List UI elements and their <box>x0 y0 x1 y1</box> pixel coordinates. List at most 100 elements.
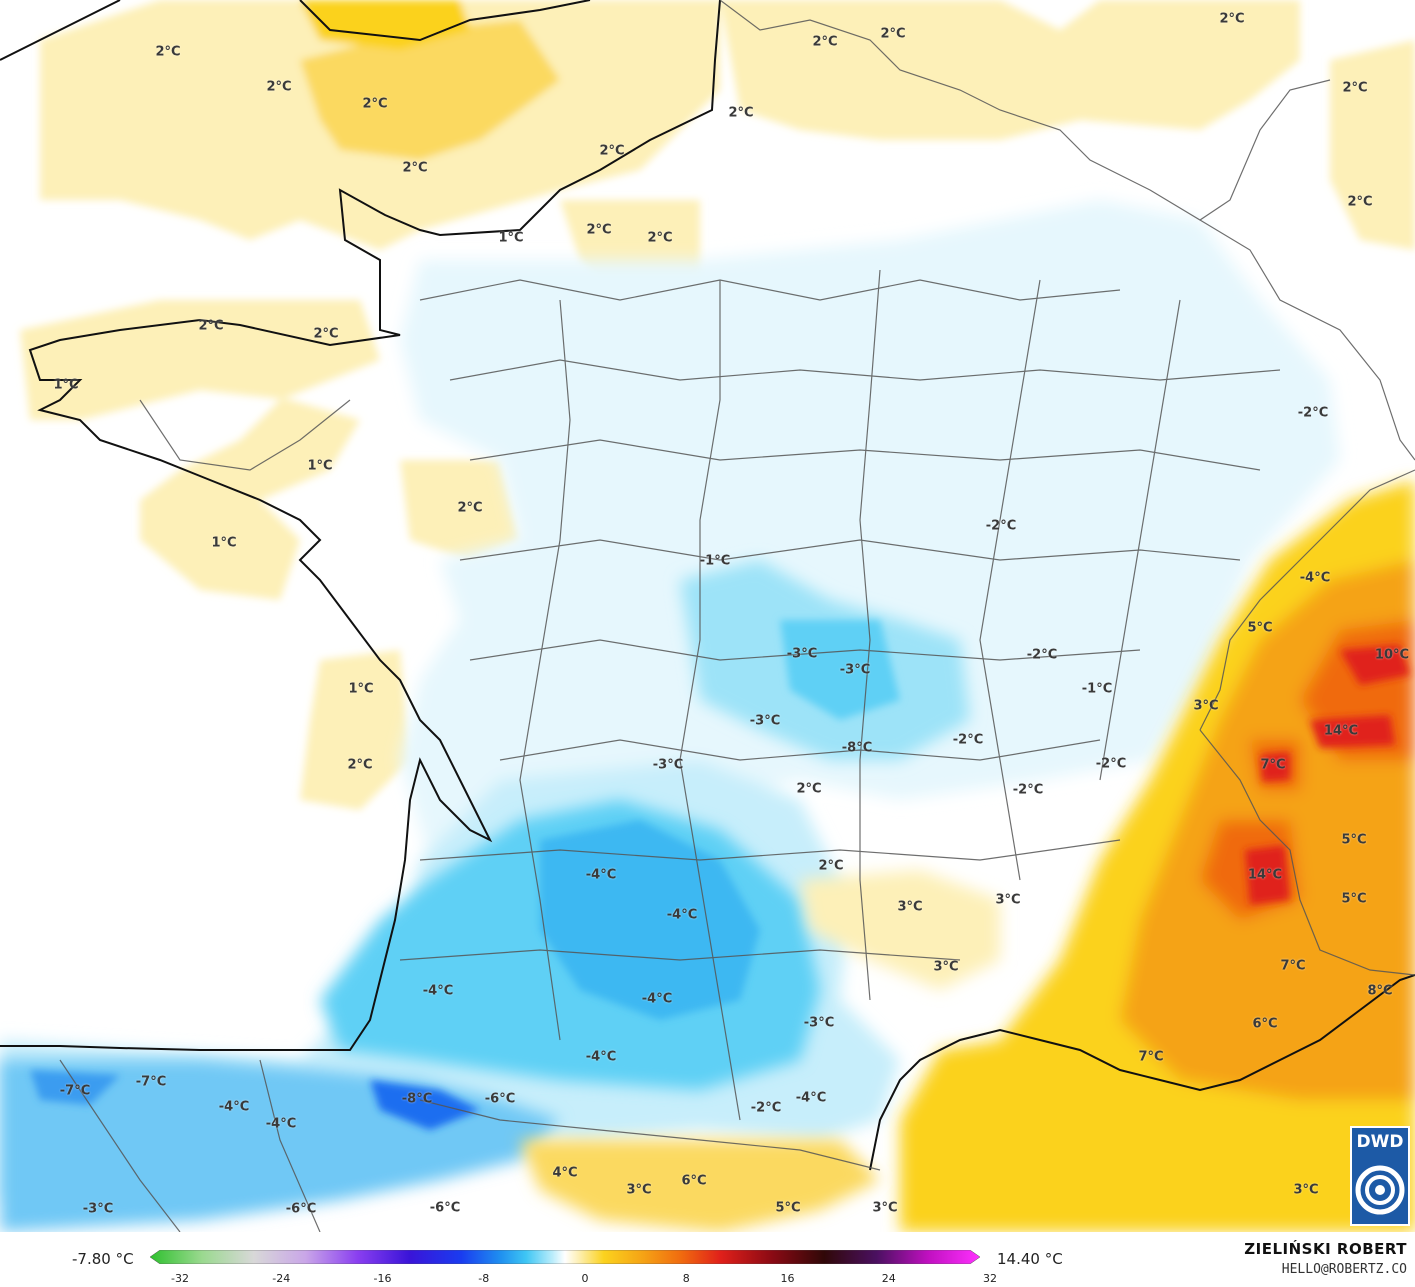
temperature-label: 7°C <box>1260 757 1286 773</box>
temperature-label: 7°C <box>1280 958 1306 974</box>
coastline <box>0 0 1415 1171</box>
temperature-label: 3°C <box>1293 1182 1319 1198</box>
temperature-label: 5°C <box>1341 832 1367 848</box>
colorbar-tick-label: 8 <box>682 1272 690 1285</box>
borders <box>59 0 1415 1232</box>
temperature-label: -3°C <box>652 757 684 773</box>
temperature-label: -2°C <box>1026 647 1058 663</box>
temperature-label: -1°C <box>1081 681 1113 697</box>
temperature-label: 2°C <box>647 230 673 246</box>
temperature-label: -2°C <box>1297 405 1329 421</box>
temperature-label: 2°C <box>266 79 292 95</box>
temperature-field <box>0 0 1415 1232</box>
temperature-label: 2°C <box>812 34 838 50</box>
dwd-logo-text: DWD <box>1356 1132 1404 1152</box>
temperature-label: 3°C <box>626 1182 652 1198</box>
temperature-label: -3°C <box>749 713 781 729</box>
legend-max-value: 14.40 °C <box>997 1250 1063 1268</box>
temperature-label: 1°C <box>348 681 374 697</box>
temperature-label: 1°C <box>53 377 79 393</box>
temperature-label: 14°C <box>1247 867 1283 883</box>
temperature-label: 8°C <box>1367 983 1393 999</box>
author-email: HELLO@ROBERTZ.CO <box>1281 1262 1407 1277</box>
temperature-label: 2°C <box>599 143 625 159</box>
colorbar-tick-label: 32 <box>983 1272 997 1285</box>
legend-footer: -7.80 °C -32 -24 -16 -8 0 8 16 24 32 14.40 °C ZI… <box>0 1232 1415 1287</box>
temperature-label: -7°C <box>59 1083 91 1099</box>
temperature-label: 5°C <box>1341 891 1367 907</box>
temperature-label: 1°C <box>211 535 237 551</box>
temperature-label: 3°C <box>995 892 1021 908</box>
temperature-label: -6°C <box>429 1200 461 1216</box>
temperature-label: 5°C <box>775 1200 801 1216</box>
temperature-label: -4°C <box>585 1049 617 1065</box>
temperature-label: 4°C <box>552 1165 578 1181</box>
temperature-label: -6°C <box>285 1201 317 1217</box>
temperature-label: 2°C <box>198 318 224 334</box>
dwd-logo: DWD <box>1350 1126 1410 1226</box>
temperature-label: 2°C <box>818 858 844 874</box>
temperature-label: -4°C <box>641 991 673 1007</box>
colorbar-tick-label: 0 <box>581 1272 589 1285</box>
author-name: ZIELIŃSKI ROBERT <box>1244 1240 1407 1258</box>
temperature-label: 2°C <box>1342 80 1368 96</box>
temperature-label: 2°C <box>402 160 428 176</box>
temperature-label: -3°C <box>82 1201 114 1217</box>
colorbar-tick-label: 24 <box>881 1272 896 1285</box>
temperature-label: -4°C <box>1299 570 1331 586</box>
temperature-label: -3°C <box>786 646 818 662</box>
temperature-label: 1°C <box>498 230 524 246</box>
temperature-label: -4°C <box>666 907 698 923</box>
temperature-label: 2°C <box>1347 194 1373 210</box>
temperature-label: -2°C <box>952 732 984 748</box>
temperature-label: 14°C <box>1323 723 1359 739</box>
temperature-label: 3°C <box>1193 698 1219 714</box>
temperature-label: -4°C <box>585 867 617 883</box>
colorbar-tick-label: -24 <box>272 1272 291 1285</box>
temperature-label: 3°C <box>872 1200 898 1216</box>
temperature-label: -2°C <box>985 518 1017 534</box>
temperature-label: 2°C <box>155 44 181 60</box>
temperature-label: 5°C <box>1247 620 1273 636</box>
colorbar-tick-label: -16 <box>373 1272 392 1285</box>
temperature-map: 2°C 2°C 2°C 2°C 2°C 2°C 2°C 2°C 2°C 2°C 2°C 1°C 2°C 2… <box>0 0 1415 1232</box>
temperature-label: -2°C <box>750 1100 782 1116</box>
temperature-label: 2°C <box>313 326 339 342</box>
temperature-label: 10°C <box>1374 647 1410 663</box>
temperature-label: 2°C <box>362 96 388 112</box>
temperature-label: -4°C <box>218 1099 250 1115</box>
temperature-label: -3°C <box>803 1015 835 1031</box>
colorbar-tick-label: -8 <box>478 1272 490 1285</box>
temperature-label: 2°C <box>347 757 373 773</box>
colorbar <box>150 1250 980 1264</box>
warm-zone-southeast <box>520 480 1415 1232</box>
temperature-label: 3°C <box>897 899 923 915</box>
temperature-label: 2°C <box>728 105 754 121</box>
temperature-label: 7°C <box>1138 1049 1164 1065</box>
temperature-label: 1°C <box>307 458 333 474</box>
temperature-label: -6°C <box>484 1091 516 1107</box>
temperature-label: -3°C <box>839 662 871 678</box>
temperature-label: 6°C <box>681 1173 707 1189</box>
temperature-label: -4°C <box>265 1116 297 1132</box>
swirl-icon <box>1355 1165 1405 1215</box>
temperature-label: -4°C <box>422 983 454 999</box>
legend-min-value: -7.80 °C <box>72 1250 134 1268</box>
temperature-label: 2°C <box>457 500 483 516</box>
temperature-label: -1°C <box>699 553 731 569</box>
temperature-label: -8°C <box>841 740 873 756</box>
temperature-label: -7°C <box>135 1074 167 1090</box>
temperature-label: 2°C <box>1219 11 1245 27</box>
temperature-label: 2°C <box>880 26 906 42</box>
temperature-label: 2°C <box>796 781 822 797</box>
temperature-label: -2°C <box>1095 756 1127 772</box>
temperature-label: 2°C <box>586 222 612 238</box>
temperature-label: 6°C <box>1252 1016 1278 1032</box>
colorbar-tick-label: -32 <box>171 1272 189 1285</box>
hot-cores <box>1245 645 1410 905</box>
temperature-label: -8°C <box>401 1091 433 1107</box>
temperature-label: -2°C <box>1012 782 1044 798</box>
colorbar-tick-label: 16 <box>780 1272 795 1285</box>
temperature-label: -4°C <box>795 1090 827 1106</box>
temperature-label: 3°C <box>933 959 959 975</box>
